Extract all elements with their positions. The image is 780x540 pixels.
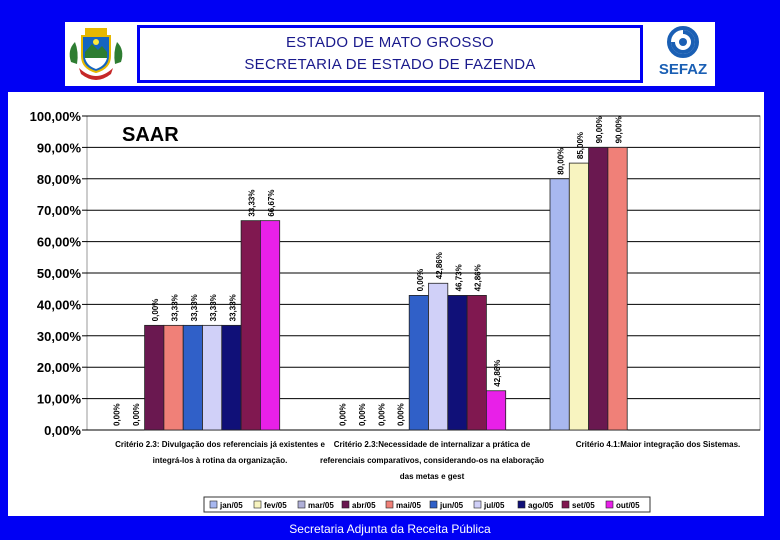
legend-swatch [341, 500, 350, 509]
bar [240, 220, 261, 431]
bar [408, 295, 429, 431]
category-label: Critério 2.3:Necessidade de internalizar… [334, 440, 531, 449]
chart-title: SAAR [122, 124, 179, 146]
bar [259, 220, 281, 431]
value-label: 0,00% [151, 299, 160, 322]
value-label: 0,00% [113, 403, 122, 426]
value-label: 33,33% [228, 294, 237, 321]
value-label: 0,00% [397, 403, 406, 426]
category-label: das metas e gest [400, 472, 465, 481]
y-tick-label: 20,00% [37, 360, 82, 375]
value-labels: 0,00% 0,00% 0,00% 33,33% 33,33% 33,33% 33,33% 3… [113, 116, 624, 426]
legend-swatch [517, 500, 526, 509]
sefaz-logo: SEFAZ [659, 26, 707, 78]
value-label: 80,00% [557, 148, 566, 175]
value-label: 85,00% [576, 132, 585, 159]
bar-chart: 0,00% 10,00% 20,00% 30,00% 40,00% 50,00% 60,00… [30, 109, 761, 513]
y-tick-label: 10,00% [37, 392, 82, 407]
legend-label: ago/05 [528, 501, 554, 510]
legend-label: jul/05 [483, 501, 505, 510]
value-label: 0,00% [339, 403, 348, 426]
value-label: 42,86% [493, 360, 502, 387]
legend-label: fev/05 [264, 501, 287, 510]
value-label: 42,86% [435, 252, 444, 279]
y-tick-label: 60,00% [37, 235, 82, 250]
value-label: 90,00% [615, 116, 624, 143]
bar [568, 162, 589, 431]
header-banner: ESTADO DE MATO GROSSO SECRETARIA DE ESTA… [65, 22, 715, 86]
legend-swatch [297, 500, 306, 509]
y-tick-label: 0,00% [44, 423, 81, 438]
bar [485, 390, 507, 431]
legend-swatch [429, 500, 438, 509]
category-label: Critério 4.1:Maior integração dos Sistem… [576, 440, 741, 449]
legend-swatch [605, 500, 614, 509]
legend-label: jun/05 [439, 501, 464, 510]
coat-of-arms-icon [69, 28, 123, 80]
category-label: integrá-los à rotina da organização. [153, 456, 288, 465]
header-line-2: SECRETARIA DE ESTADO DE FAZENDA [244, 56, 536, 73]
legend-swatch [209, 500, 218, 509]
y-tick-label: 70,00% [37, 203, 82, 218]
bar [447, 295, 468, 431]
legend-swatch [473, 500, 482, 509]
y-tick-label: 40,00% [37, 297, 82, 312]
legend-swatch [253, 500, 262, 509]
legend-label: jan/05 [219, 501, 243, 510]
category-label: referenciais comparativos, considerando-… [320, 456, 544, 465]
legend-label: set/05 [572, 501, 595, 510]
category-label: Critério 2.3: Divulgação dos referenciai… [115, 440, 325, 449]
value-label: 0,00% [377, 403, 386, 426]
bar [163, 324, 184, 431]
sefaz-logo-text: SEFAZ [659, 61, 707, 78]
legend-swatch [561, 500, 570, 509]
bar [221, 324, 242, 431]
value-label: 42,86% [474, 264, 483, 291]
y-tick-label: 90,00% [37, 140, 82, 155]
value-label: 33,33% [209, 294, 218, 321]
legend-label: abr/05 [352, 501, 376, 510]
legend-box [203, 496, 651, 513]
legend-label: out/05 [616, 501, 640, 510]
value-label: 90,00% [595, 116, 604, 143]
value-label: 0,00% [358, 403, 367, 426]
bar [144, 324, 165, 431]
bar [549, 178, 570, 431]
value-label: 33,33% [190, 294, 199, 321]
legend-label: mai/05 [396, 501, 421, 510]
value-label: 33,33% [171, 294, 180, 321]
legend-label: mar/05 [308, 501, 334, 510]
value-label: 0,00% [416, 269, 425, 292]
legend-swatch [385, 500, 394, 509]
chart-panel: 0,00% 10,00% 20,00% 30,00% 40,00% 50,00% 60,00… [8, 92, 764, 516]
bars [144, 147, 628, 431]
legend: jan/05 fev/05 mar/05 abr/05 mai/05 jun/05 jul/… [209, 500, 640, 510]
y-tick-labels: 0,00% 10,00% 20,00% 30,00% 40,00% 50,00% 60,00… [30, 109, 82, 438]
value-label: 66,67% [267, 190, 276, 217]
y-tick-label: 100,00% [30, 109, 82, 124]
y-tick-label: 80,00% [37, 172, 82, 187]
y-tick-label: 30,00% [37, 329, 82, 344]
footer-text: Secretaria Adjunta da Receita Pública [289, 522, 491, 536]
value-label: 0,00% [132, 403, 141, 426]
header-title-box: ESTADO DE MATO GROSSO SECRETARIA DE ESTA… [137, 25, 643, 83]
value-label: 46,73% [454, 264, 463, 291]
category-labels: Critério 2.3: Divulgação dos referenciai… [115, 440, 740, 481]
bar [202, 324, 223, 431]
bar [466, 295, 487, 431]
header-line-1: ESTADO DE MATO GROSSO [286, 34, 494, 51]
bar [607, 147, 628, 431]
value-label: 33,33% [248, 190, 257, 217]
bar [588, 147, 609, 431]
bar [182, 324, 203, 431]
bar [428, 282, 449, 431]
y-tick-label: 50,00% [37, 266, 82, 281]
